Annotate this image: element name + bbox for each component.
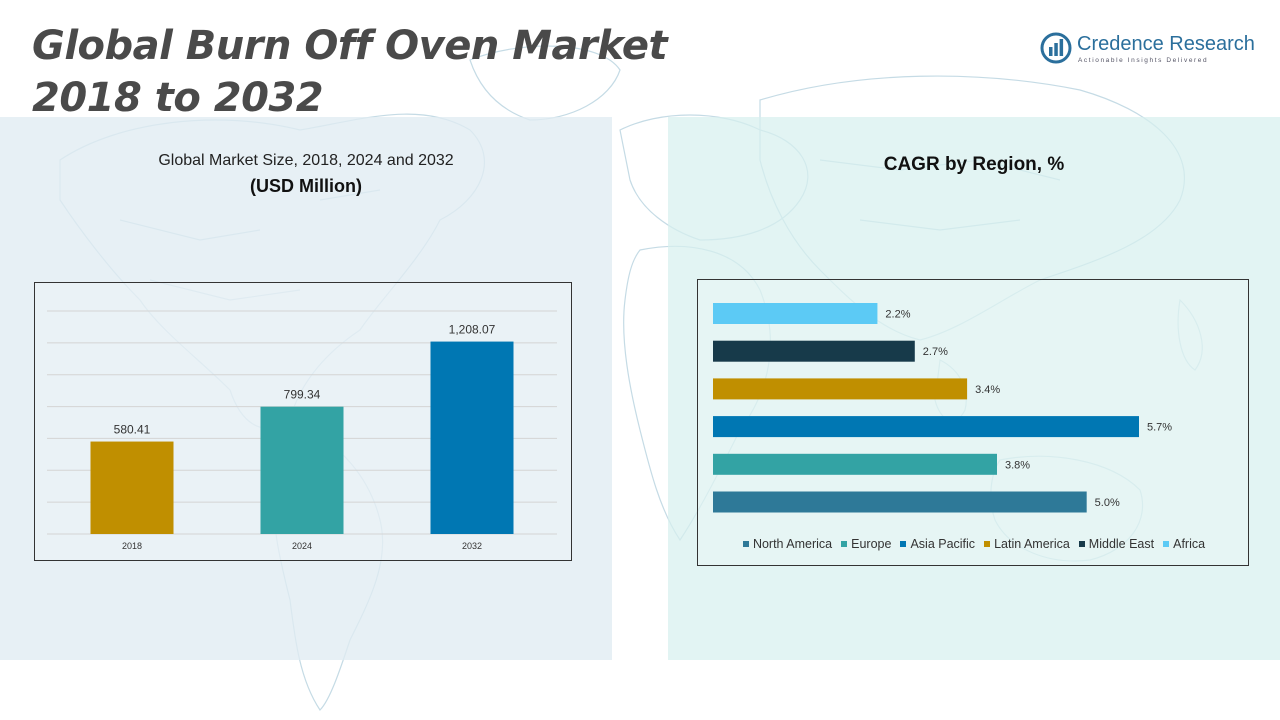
- bar-value-label: 1,208.07: [449, 323, 496, 337]
- legend-swatch: [900, 541, 907, 547]
- market-size-chart: 580.41 2018 799.34 2024 1,208.07 2032: [34, 282, 572, 561]
- legend-label: Latin America: [994, 537, 1070, 551]
- bar-2018: [90, 441, 174, 534]
- hbar-north-america: [713, 491, 1087, 513]
- page-title: Global Burn Off Oven Market 2018 to 2032: [32, 20, 668, 124]
- legend-item: Africa: [1163, 537, 1205, 551]
- hbar-value-label: 5.7%: [1147, 422, 1172, 434]
- logo-name: Credence Research: [1077, 33, 1255, 55]
- logo-tagline: Actionable Insights Delivered: [1078, 57, 1209, 64]
- x-tick-label: 2032: [462, 541, 482, 551]
- hbar-africa: [713, 303, 878, 324]
- hbar-value-label: 2.7%: [923, 346, 948, 358]
- cagr-legend: North America Europe Asia Pacific Latin Ame…: [698, 537, 1250, 551]
- legend-item: Latin America: [984, 537, 1070, 551]
- hbar-latin-america: [713, 378, 968, 400]
- page-title-line-2: 2018 to 2032: [32, 75, 324, 121]
- legend-label: Asia Pacific: [910, 537, 976, 551]
- legend-swatch: [841, 541, 848, 547]
- hbar-europe: [713, 453, 997, 475]
- hbar-value-label: 5.0%: [1095, 497, 1120, 509]
- legend-item: North America: [742, 537, 833, 551]
- page-title-line-1: Global Burn Off Oven Market: [32, 23, 668, 69]
- legend-item: Middle East: [1078, 537, 1155, 551]
- legend-swatch: [742, 541, 749, 547]
- legend-swatch: [1078, 541, 1085, 547]
- hbar-asia-pacific: [713, 416, 1139, 438]
- bar-2024: [260, 406, 344, 534]
- bar-2032: [430, 341, 514, 534]
- credence-logo-icon: [1040, 32, 1072, 64]
- bar-value-label: 799.34: [284, 388, 321, 402]
- hbar-value-label: 2.2%: [885, 309, 910, 321]
- legend-swatch: [984, 541, 991, 547]
- market-size-chart-title: Global Market Size, 2018, 2024 and 2032: [158, 152, 454, 169]
- legend-label: Europe: [851, 537, 892, 551]
- legend-item: Asia Pacific: [900, 537, 975, 551]
- market-size-chart-subtitle: (USD Million): [250, 176, 362, 196]
- legend-label: Middle East: [1088, 537, 1155, 551]
- legend-swatch: [1163, 541, 1170, 547]
- cagr-chart: 5.0% 3.8% 5.7% 3.4% 2.7% 2.2% North America Eu…: [697, 279, 1249, 566]
- legend-label: North America: [752, 537, 833, 551]
- x-tick-label: 2024: [292, 541, 312, 551]
- market-size-chart-plot: 580.41 2018 799.34 2024 1,208.07 2032: [47, 310, 557, 551]
- credence-research-logo: Credence Research Actionable Insights De…: [1040, 30, 1260, 70]
- bar-value-label: 580.41: [114, 423, 151, 437]
- x-tick-label: 2018: [122, 541, 142, 551]
- hbar-value-label: 3.4%: [975, 384, 1000, 396]
- cagr-chart-plot: 5.0% 3.8% 5.7% 3.4% 2.7% 2.2%: [713, 303, 1172, 513]
- hbar-middle-east: [713, 340, 915, 362]
- legend-item: Europe: [841, 537, 891, 551]
- hbar-value-label: 3.8%: [1005, 459, 1030, 471]
- legend-label: Africa: [1173, 537, 1206, 551]
- cagr-chart-title: CAGR by Region, %: [883, 154, 1065, 175]
